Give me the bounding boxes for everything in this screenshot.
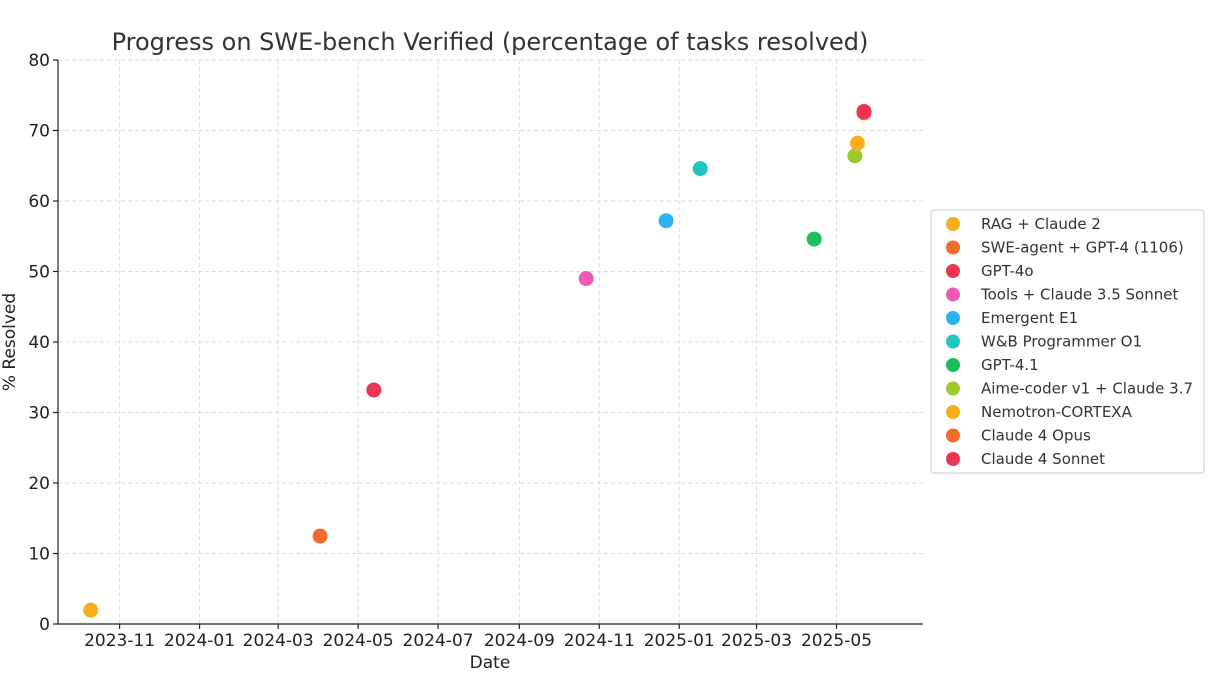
- legend-label: Aime-coder v1 + Claude 3.7: [981, 380, 1193, 398]
- legend-marker: [946, 334, 960, 349]
- axis-layer: 0 10 20 30 40 50 60 70 80 2023-11 2024-01 2024-03 20…: [28, 51, 923, 651]
- y-tick-label: 60: [28, 192, 50, 212]
- y-tick-label: 70: [28, 122, 50, 142]
- legend-label: Tools + Claude 3.5 Sonnet: [980, 286, 1178, 304]
- data-point-1: [83, 602, 99, 618]
- legend-label: Claude 4 Sonnet: [981, 450, 1105, 468]
- legend-label: RAG + Claude 2: [981, 215, 1101, 233]
- legend: RAG + Claude 2 SWE-agent + GPT-4 (1106) GP…: [930, 209, 1205, 474]
- x-tick-label: 2025-03: [721, 631, 792, 651]
- x-axis-label: Date: [470, 653, 511, 673]
- y-tick-label: 0: [39, 615, 50, 635]
- x-tick-label: 2024-05: [323, 631, 394, 651]
- y-tick-label: 40: [28, 333, 50, 353]
- x-tick-label: 2024-09: [484, 631, 555, 651]
- legend-label: Nemotron-CORTEXA: [981, 403, 1133, 421]
- legend-marker: [946, 428, 960, 443]
- data-point-5: [658, 213, 674, 229]
- chart-title: Progress on SWE-bench Verified (percenta…: [112, 28, 869, 56]
- data-point-7: [806, 231, 822, 247]
- y-tick-label: 10: [28, 545, 50, 565]
- legend-marker: [946, 264, 960, 278]
- y-tick-label: 20: [28, 474, 50, 494]
- x-tick-label: 2024-01: [164, 631, 235, 651]
- data-point-8: [847, 148, 863, 164]
- legend-marker: [946, 405, 960, 419]
- data-point-3: [366, 382, 382, 398]
- legend-label: GPT-4.1: [981, 356, 1039, 374]
- x-tick-label: 2024-07: [403, 631, 474, 651]
- x-tick-label: 2023-11: [84, 631, 155, 651]
- y-tick-label: 80: [28, 51, 50, 71]
- legend-label: Claude 4 Opus: [981, 427, 1091, 445]
- y-tick-label: 30: [28, 404, 50, 424]
- legend-marker: [946, 240, 960, 255]
- legend-label: SWE-agent + GPT-4 (1106): [981, 239, 1184, 257]
- legend-marker: [946, 311, 960, 325]
- legend-label: W&B Programmer O1: [981, 333, 1142, 351]
- x-tick-label: 2024-03: [243, 631, 314, 651]
- grid-layer: [58, 59, 923, 624]
- legend-label: Emergent E1: [981, 309, 1078, 327]
- y-axis-label: % Resolved: [0, 293, 20, 391]
- x-tick-label: 2025-05: [801, 631, 872, 651]
- legend-marker: [946, 381, 960, 396]
- data-point-6: [692, 161, 708, 177]
- x-tick-label: 2025-01: [644, 631, 715, 651]
- x-tick-label: 2024-11: [564, 631, 635, 651]
- legend-marker: [946, 217, 960, 231]
- data-point-9: [849, 135, 865, 151]
- data-point-4: [578, 271, 594, 287]
- data-point-2: [312, 528, 328, 544]
- legend-box: [930, 209, 1205, 474]
- points-layer: [83, 103, 872, 618]
- legend-label: GPT-4o: [981, 262, 1034, 280]
- y-tick-label: 50: [28, 263, 50, 283]
- legend-marker: [946, 358, 960, 372]
- data-point-11: [856, 103, 872, 119]
- legend-marker: [946, 452, 960, 466]
- legend-marker: [946, 287, 960, 302]
